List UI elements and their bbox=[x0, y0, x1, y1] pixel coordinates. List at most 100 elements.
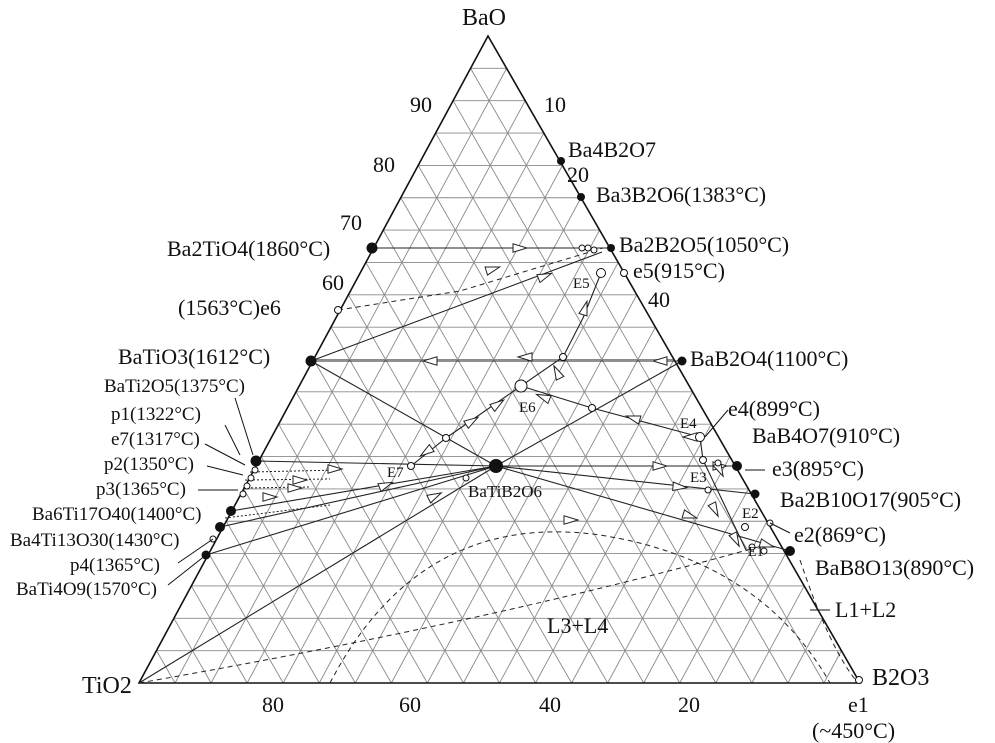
label-E3: E3 bbox=[690, 470, 707, 486]
label-ba2b10o17: Ba2B10O17(905°C) bbox=[780, 487, 961, 512]
point-open-a bbox=[578, 244, 586, 252]
grid-line-rising bbox=[365, 262, 609, 684]
point-e1-binary bbox=[855, 676, 863, 684]
label-l3l4: L3+L4 bbox=[547, 613, 608, 638]
label-e2: e2(869°C) bbox=[794, 522, 886, 547]
grid-line-rising bbox=[417, 165, 717, 684]
label-e6: (1563°C)e6 bbox=[178, 295, 281, 320]
grid-line-falling bbox=[607, 456, 731, 684]
direction-arrowhead bbox=[426, 492, 443, 504]
dashed-lines bbox=[138, 247, 859, 684]
label-ba3b2o6: Ba3B2O6(1383°C) bbox=[596, 182, 766, 207]
label-e7: e7(1317°C) bbox=[111, 429, 200, 450]
tie-lines bbox=[138, 247, 791, 684]
direction-arrowhead bbox=[262, 492, 279, 502]
right-tick-10: 10 bbox=[544, 92, 566, 117]
vertex-tio2-label: TiO2 bbox=[82, 673, 132, 699]
grid-line-rising bbox=[400, 197, 681, 684]
composition-grid bbox=[156, 67, 842, 684]
pointer-bati2o5 bbox=[234, 397, 254, 456]
tieline-batio3-ba2b2o5 bbox=[310, 251, 603, 362]
tieline-batib2o6-ba2b10o17 bbox=[495, 465, 756, 495]
point-e7-binary bbox=[247, 474, 255, 482]
dashed-l1l2-gap bbox=[799, 559, 859, 684]
point-bab4o7 bbox=[732, 461, 742, 471]
point-open-h bbox=[704, 486, 712, 494]
bottom-tick-20: 20 bbox=[678, 692, 700, 717]
direction-arrowhead bbox=[421, 356, 438, 366]
point-ba3b2o6 bbox=[577, 193, 585, 201]
direction-arrowhead bbox=[624, 415, 642, 425]
point-bab8o13 bbox=[785, 546, 795, 556]
point-e3-ternary bbox=[699, 456, 707, 464]
invariant-points bbox=[209, 244, 863, 684]
point-ba4b2o7 bbox=[557, 157, 565, 165]
label-bab2o4: BaB2O4(1100°C) bbox=[690, 346, 848, 371]
pointer-e4 bbox=[704, 409, 729, 438]
label-bab8o13: BaB8O13(890°C) bbox=[815, 555, 974, 580]
label-p2: p2(1350°C) bbox=[104, 454, 194, 475]
bottom-tick-60: 60 bbox=[399, 692, 421, 717]
right-tick-40: 40 bbox=[648, 287, 670, 312]
pointer-p2 bbox=[206, 465, 244, 476]
grid-line-falling bbox=[390, 262, 619, 684]
point-ba4ti13o30 bbox=[215, 522, 225, 532]
left-tick-80: 80 bbox=[373, 152, 395, 177]
label-e5: e5(915°C) bbox=[633, 258, 725, 283]
point-open-b bbox=[584, 244, 592, 252]
direction-arrowhead bbox=[728, 531, 740, 548]
label-E4: E4 bbox=[680, 416, 697, 432]
label-E7: E7 bbox=[387, 465, 404, 481]
compound-points bbox=[201, 157, 795, 560]
label-batib2o6: BaTiB2O6 bbox=[468, 482, 542, 501]
direction-arrowhead bbox=[463, 416, 480, 430]
tieline-batib2o6-bab2o4 bbox=[495, 360, 683, 467]
direction-arrowhead bbox=[553, 364, 565, 381]
left-tick-90: 90 bbox=[410, 92, 432, 117]
point-open-e bbox=[442, 434, 450, 442]
direction-arrowhead bbox=[534, 393, 552, 405]
direction-arrowhead bbox=[651, 356, 668, 366]
tieline-ba6ti17o40-batib2o6 bbox=[230, 465, 497, 512]
label-batio3: BaTiO3(1612°C) bbox=[118, 344, 270, 369]
grid-line-falling bbox=[246, 132, 545, 684]
pointer-p4 bbox=[177, 538, 214, 564]
dotted-p3 bbox=[242, 486, 311, 489]
label-pointers bbox=[167, 397, 830, 611]
vertex-bao-label: BaO bbox=[462, 5, 506, 31]
boundary-curve-e4-e1 bbox=[699, 436, 747, 551]
label-bati2o5: BaTi2O5(1375°C) bbox=[104, 376, 245, 397]
label-e1: e1 bbox=[848, 692, 869, 717]
label-p1: p1(1322°C) bbox=[111, 404, 201, 425]
label-e1-temp: (~450°C) bbox=[812, 718, 895, 743]
point-e6-ternary bbox=[514, 379, 528, 393]
direction-arrowhead bbox=[681, 509, 699, 519]
label-ba2tio4: Ba2TiO4(1860°C) bbox=[167, 236, 330, 261]
grid-line-falling bbox=[174, 68, 507, 684]
direction-arrowhead bbox=[512, 243, 529, 253]
point-batib2o6 bbox=[489, 459, 503, 473]
pointer-bati4o9 bbox=[167, 554, 207, 586]
tieline-ba4ti13o30-batib2o6 bbox=[219, 465, 497, 528]
direction-arrowhead bbox=[758, 538, 776, 548]
point-e2-ternary bbox=[741, 523, 749, 531]
dotted-p4 bbox=[224, 504, 331, 519]
point-e5-binary bbox=[620, 269, 628, 277]
tieline-tio2-batib2o6 bbox=[138, 465, 497, 684]
point-e7-ternary bbox=[407, 462, 415, 470]
tieline-batib2o6-bab8o13 bbox=[495, 465, 791, 552]
direction-arrowhead bbox=[516, 352, 533, 362]
grid-line-rising bbox=[295, 391, 464, 684]
vertex-b2o3-label: B2O3 bbox=[872, 665, 929, 691]
point-open-f bbox=[588, 404, 596, 412]
pointer-p1 bbox=[224, 424, 241, 456]
direction-arrowhead bbox=[292, 475, 309, 485]
point-e6-binary bbox=[334, 306, 342, 314]
point-open-j bbox=[462, 474, 470, 482]
direction-arrowhead bbox=[418, 443, 435, 458]
tieline-bati2o5-batib2o6 bbox=[255, 460, 497, 467]
label-E6: E6 bbox=[519, 400, 536, 416]
point-p1 bbox=[251, 466, 259, 474]
